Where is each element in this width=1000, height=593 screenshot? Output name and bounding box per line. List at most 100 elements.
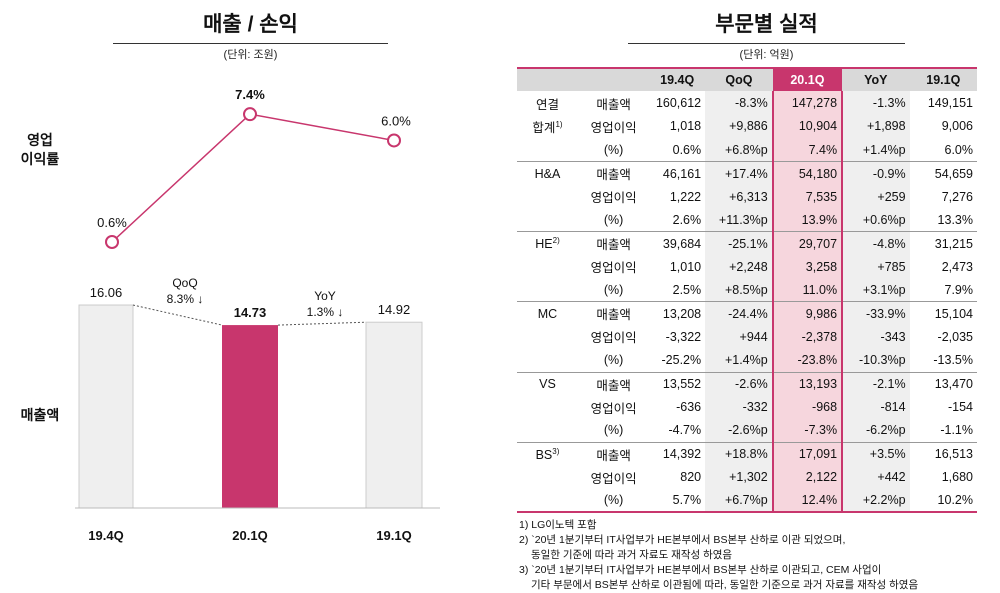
table-cell: -4.8% [842, 231, 910, 256]
table-row: (%) 2.6% +11.3%p 13.9% +0.6%p 13.3% [517, 208, 977, 232]
table-cell: 2,473 [941, 259, 973, 274]
table-cell: -24.4% [705, 301, 773, 326]
table-cell: 10,904 [771, 114, 844, 139]
table-cell: 7.4% [771, 138, 844, 162]
table-cell: 147,278 [771, 91, 844, 115]
metric-label: 매출액 [578, 231, 650, 256]
bar-value-label: 14.73 [234, 305, 267, 320]
table-cell: 12.4% [771, 489, 844, 514]
metric-label: 영업이익 [590, 401, 637, 416]
table-cell: -968 [771, 395, 844, 419]
table-cell: 2.6% [672, 212, 702, 227]
qoq-label: QoQ [172, 276, 198, 290]
table-row: VS 매출액 13,552 -2.6% 13,193 -2.1% 13,470 [517, 371, 977, 396]
table-cell: 11.0% [771, 278, 844, 302]
table-cell: 149,151 [927, 96, 973, 111]
table-row: 합계1) 영업이익 1,018 +9,886 10,904 +1,898 9,006 [517, 114, 977, 139]
margin-line [111, 113, 395, 243]
table-cell: -332 [705, 395, 773, 419]
table-cell: 9,006 [941, 119, 973, 134]
metric-label: 매출액 [596, 97, 631, 112]
segment-name [517, 325, 578, 348]
segment-label-2: 합계 [532, 120, 556, 135]
bar-value-label: 14.92 [378, 302, 411, 317]
table-cell: 46,161 [649, 161, 706, 185]
header-qoq: QoQ [725, 73, 753, 88]
yoy-value: 1.3% ↓ [306, 305, 344, 319]
footnote-1: 1) LG이노텍 포함 [519, 519, 597, 531]
segment-label: BS [535, 447, 553, 462]
segment-name: BS3) [517, 441, 578, 466]
sales-label: 매출액 [20, 407, 60, 423]
header-19-1q: 19.1Q [926, 73, 961, 88]
metric-label: (%) [603, 212, 624, 227]
metric-label: 영업이익 [590, 120, 637, 135]
metric-label: 매출액 [578, 371, 650, 396]
table-cell: 14,392 [649, 441, 706, 466]
table-cell: -2.1% [842, 371, 910, 396]
table-row: BS3) 매출액 14,392 +18.8% 17,091 +3.5% 16,513 [517, 441, 977, 466]
x-tick-label: 19.4Q [88, 528, 123, 543]
segment-name [517, 138, 578, 161]
table-cell: +2,248 [705, 255, 773, 279]
table-cell: -2.6%p [705, 418, 773, 443]
segment-name [517, 466, 578, 489]
metric-label: 영업이익 [590, 261, 637, 276]
segment-label: MC [537, 306, 558, 321]
table-cell: 7,276 [941, 189, 973, 204]
table-cell: +1,898 [842, 114, 910, 139]
segment-results-table: 19.4Q QoQ 20.1Q YoY 19.1Q 연결 매출액 160,612 -8.3% 1… [517, 67, 977, 514]
header-20-1q: 20.1Q [772, 68, 843, 92]
table-cell: 2,122 [771, 465, 844, 490]
table-cell: -8.3% [705, 91, 773, 115]
metric-label: (%) [603, 423, 624, 438]
margin-value-label: 7.4% [235, 87, 265, 102]
left-title-underline [113, 43, 388, 44]
table-cell: 7,535 [771, 184, 844, 209]
table-header: 19.4Q QoQ 20.1Q YoY 19.1Q [517, 68, 977, 92]
table-cell: +0.6%p [842, 208, 910, 232]
metric-label: 영업이익 [590, 191, 637, 206]
margin-value-label: 0.6% [97, 215, 127, 230]
footnote-2-cont: 동일한 기준에 따라 과거 자료도 재작성 하였음 [531, 549, 733, 561]
segment-label: 연결 [535, 97, 559, 112]
metric-label: 영업이익 [590, 331, 637, 346]
table-cell: -636 [676, 400, 702, 415]
segment-name [517, 208, 578, 231]
table-cell: -4.7% [668, 423, 702, 438]
segment-label: H&A [534, 166, 561, 181]
segment-name [517, 489, 578, 514]
table-cell: -0.9% [842, 161, 910, 185]
segment-name: 합계1) [517, 115, 578, 138]
footnote-2: 2) `20년 1분기부터 IT사업부가 HE본부에서 BS본부 산하로 이관 … [519, 534, 846, 546]
table-cell: +6.7%p [705, 489, 773, 514]
table-cell: 7.9% [944, 282, 974, 297]
table-cell: 5.7% [649, 489, 706, 514]
metric-label: 매출액 [578, 441, 650, 466]
metric-label: (%) [603, 142, 624, 157]
x-tick-label: 20.1Q [232, 528, 267, 543]
table-row: 영업이익 820 +1,302 2,122 +442 1,680 [517, 465, 977, 490]
table-cell: +259 [842, 184, 910, 209]
segment-name [517, 349, 578, 372]
table-cell: 39,684 [649, 231, 706, 256]
table-cell: 13.9% [771, 208, 844, 232]
table-cell: +785 [842, 255, 910, 279]
table-row: HE2) 매출액 39,684 -25.1% 29,707 -4.8% 31,215 [517, 231, 977, 256]
bar [365, 321, 423, 509]
table-cell: +8.5%p [705, 278, 773, 302]
segment-name: VS [517, 371, 578, 396]
footnote-ref: 3) [552, 446, 560, 456]
table-cell: +3.1%p [842, 278, 910, 302]
table-cell: -814 [842, 395, 910, 419]
x-tick-label: 19.1Q [376, 528, 411, 543]
table-cell: +442 [842, 465, 910, 490]
bar [78, 304, 134, 509]
metric-label: 매출액 [578, 161, 650, 185]
table-cell: 3,258 [771, 255, 844, 279]
segment-name [517, 419, 578, 442]
table-cell: +1.4%p [705, 348, 773, 373]
qoq-annotation: QoQ 8.3% ↓ [145, 275, 225, 307]
right-title: 부문별 실적 [715, 13, 818, 36]
table-cell: 13.3% [937, 212, 973, 227]
